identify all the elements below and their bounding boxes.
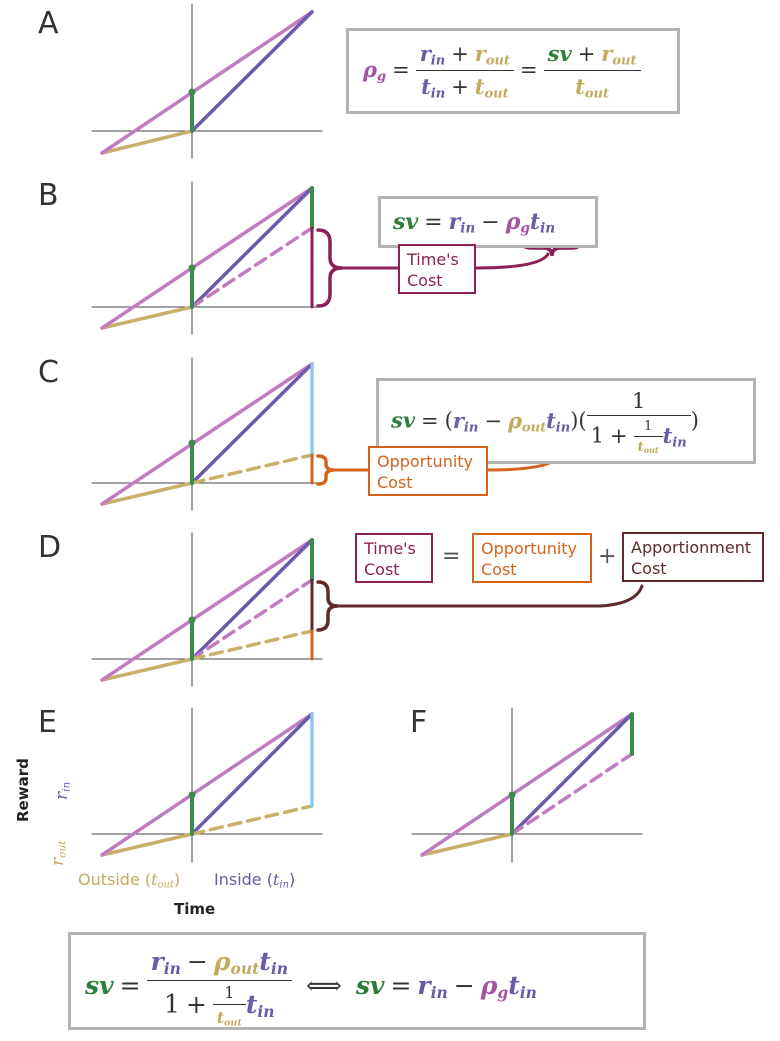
panel-letter-f: F xyxy=(410,705,428,740)
panel-d-graph xyxy=(91,532,644,687)
r-in-label: rin xyxy=(52,781,73,800)
panel-a-global-rate-line xyxy=(100,10,314,155)
times-cost-label-d: Time's Cost xyxy=(355,533,433,583)
opportunity-cost-label-d: Opportunity Cost xyxy=(472,533,592,583)
panel-a-graph xyxy=(91,3,323,159)
y-axis-label: Reward xyxy=(14,758,32,822)
panel-e-graph xyxy=(91,707,323,863)
panel-letter-c: C xyxy=(38,355,59,390)
panel-letter-b: B xyxy=(38,178,59,213)
inside-label: Inside (tin) xyxy=(214,870,296,891)
times-cost-label-b: Time's Cost xyxy=(398,244,476,294)
r-out-label: rout xyxy=(48,840,69,867)
equation-box-b: sv = rin − ρgtin xyxy=(378,196,598,248)
panel-b-brace xyxy=(316,228,343,308)
equation-box-final: sv = rin − ρouttin 1 +1 tout tin ⟺ sv = rin − ρgtin xyxy=(68,932,646,1030)
panel-a-inside-line xyxy=(190,10,314,133)
panel-b-graph xyxy=(91,181,584,335)
panel-letter-a: A xyxy=(38,6,59,41)
panel-f-graph xyxy=(411,707,643,863)
opportunity-cost-label-c: Opportunity Cost xyxy=(368,446,488,496)
panel-letter-d: D xyxy=(38,530,62,565)
panel-a-sv-point xyxy=(188,88,196,96)
equation-box-a: ρg = rin + rout tin + tout = sv + rout tout xyxy=(346,28,680,114)
x-axis-label: Time xyxy=(174,900,216,918)
outside-label: Outside (tout) xyxy=(78,870,181,891)
panel-a-outside-line xyxy=(100,129,194,155)
equals-sign: = xyxy=(442,544,461,569)
plus-sign: + xyxy=(598,544,617,569)
apportionment-cost-label-d: Apportionment Cost xyxy=(622,532,764,582)
panel-letter-e: E xyxy=(38,705,57,740)
